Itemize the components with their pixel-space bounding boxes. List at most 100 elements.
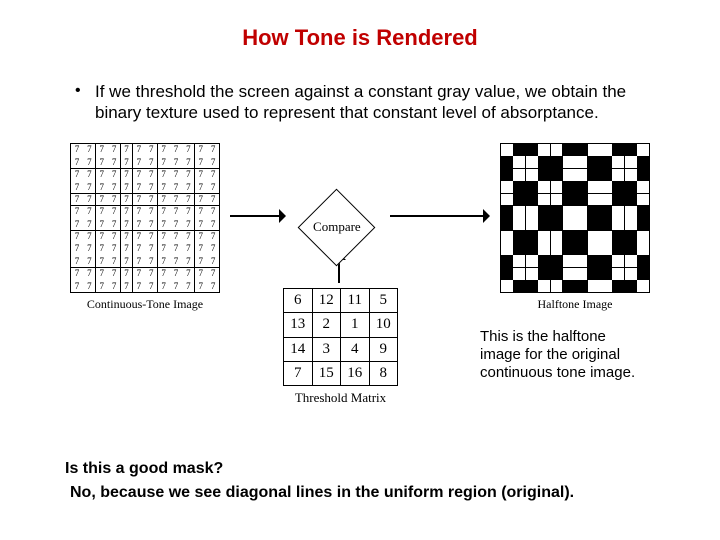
continuous-cell: 7 xyxy=(133,280,145,292)
halftone-cell xyxy=(588,280,600,292)
continuous-cell: 7 xyxy=(182,206,194,218)
continuous-cell: 7 xyxy=(170,181,182,193)
halftone-cell xyxy=(551,144,563,156)
continuous-cell: 7 xyxy=(170,218,182,230)
halftone-cell xyxy=(612,194,624,206)
halftone-cell xyxy=(625,280,637,292)
halftone-cell xyxy=(600,181,612,193)
halftone-cell xyxy=(600,144,612,156)
threshold-cell: 8 xyxy=(370,362,398,385)
continuous-cell: 7 xyxy=(121,268,133,280)
halftone-cell xyxy=(575,280,587,292)
continuous-cell: 7 xyxy=(121,255,133,267)
halftone-cell xyxy=(612,144,624,156)
bullet-text: If we threshold the screen against a con… xyxy=(95,81,660,123)
halftone-cell xyxy=(513,243,525,255)
continuous-cell: 7 xyxy=(195,206,207,218)
halftone-cell xyxy=(637,218,649,230)
continuous-cell: 7 xyxy=(145,169,157,181)
continuous-cell: 7 xyxy=(121,169,133,181)
continuous-cell: 7 xyxy=(145,268,157,280)
continuous-cell: 7 xyxy=(158,194,170,206)
continuous-cell: 7 xyxy=(182,156,194,168)
continuous-cell: 7 xyxy=(121,243,133,255)
halftone-cell xyxy=(575,194,587,206)
continuous-cell: 7 xyxy=(83,280,95,292)
halftone-cell xyxy=(538,206,550,218)
continuous-cell: 7 xyxy=(158,144,170,156)
bullet-item: • If we threshold the screen against a c… xyxy=(40,81,680,123)
continuous-cell: 7 xyxy=(96,206,108,218)
continuous-cell: 7 xyxy=(71,206,83,218)
halftone-cell xyxy=(600,194,612,206)
threshold-cell: 4 xyxy=(341,338,369,361)
continuous-cell: 7 xyxy=(108,218,120,230)
halftone-cell xyxy=(612,156,624,168)
footer-block: Is this a good mask? No, because we see … xyxy=(65,460,680,502)
halftone-cell xyxy=(588,156,600,168)
halftone-grid xyxy=(500,143,650,293)
continuous-cell: 7 xyxy=(96,218,108,230)
continuous-cell: 7 xyxy=(145,194,157,206)
continuous-cell: 7 xyxy=(133,169,145,181)
continuous-cell: 7 xyxy=(108,144,120,156)
callout-text: This is the halftone image for the origi… xyxy=(480,328,650,382)
continuous-cell: 7 xyxy=(170,144,182,156)
continuous-cell: 7 xyxy=(121,156,133,168)
continuous-cell: 7 xyxy=(133,218,145,230)
continuous-cell: 7 xyxy=(83,194,95,206)
halftone-cell xyxy=(563,206,575,218)
continuous-cell: 7 xyxy=(182,243,194,255)
threshold-cell: 3 xyxy=(313,338,341,361)
continuous-cell: 7 xyxy=(145,144,157,156)
halftone-cell xyxy=(575,206,587,218)
continuous-cell: 7 xyxy=(145,231,157,243)
halftone-cell xyxy=(526,169,538,181)
halftone-cell xyxy=(625,194,637,206)
halftone-cell xyxy=(501,194,513,206)
continuous-cell: 7 xyxy=(133,231,145,243)
halftone-cell xyxy=(551,206,563,218)
continuous-cell: 7 xyxy=(96,156,108,168)
halftone-cell xyxy=(513,268,525,280)
continuous-cell: 7 xyxy=(83,156,95,168)
continuous-cell: 7 xyxy=(121,144,133,156)
threshold-cell: 9 xyxy=(370,338,398,361)
halftone-cell xyxy=(538,218,550,230)
continuous-cell: 7 xyxy=(96,243,108,255)
continuous-cell: 7 xyxy=(108,231,120,243)
halftone-cell xyxy=(551,268,563,280)
continuous-cell: 7 xyxy=(182,144,194,156)
continuous-cell: 7 xyxy=(195,144,207,156)
continuous-cell: 7 xyxy=(83,206,95,218)
halftone-cell xyxy=(551,218,563,230)
continuous-tone-panel: 7777777777777777777777777777777777777777… xyxy=(70,143,220,312)
continuous-cell: 7 xyxy=(133,156,145,168)
halftone-cell xyxy=(588,268,600,280)
continuous-cell: 7 xyxy=(71,218,83,230)
halftone-cell xyxy=(600,280,612,292)
halftone-cell xyxy=(513,194,525,206)
halftone-cell xyxy=(588,231,600,243)
halftone-cell xyxy=(625,268,637,280)
continuous-cell: 7 xyxy=(207,206,219,218)
halftone-cell xyxy=(501,218,513,230)
halftone-cell xyxy=(563,181,575,193)
continuous-cell: 7 xyxy=(71,243,83,255)
halftone-cell xyxy=(637,194,649,206)
halftone-cell xyxy=(563,268,575,280)
continuous-cell: 7 xyxy=(71,268,83,280)
halftone-cell xyxy=(588,194,600,206)
halftone-cell xyxy=(526,255,538,267)
halftone-cell xyxy=(513,181,525,193)
continuous-cell: 7 xyxy=(108,280,120,292)
halftone-cell xyxy=(612,206,624,218)
continuous-cell: 7 xyxy=(195,231,207,243)
halftone-cell xyxy=(625,169,637,181)
halftone-cell xyxy=(538,156,550,168)
halftone-cell xyxy=(551,194,563,206)
continuous-cell: 7 xyxy=(145,206,157,218)
halftone-cell xyxy=(526,181,538,193)
continuous-cell: 7 xyxy=(145,280,157,292)
continuous-cell: 7 xyxy=(121,218,133,230)
